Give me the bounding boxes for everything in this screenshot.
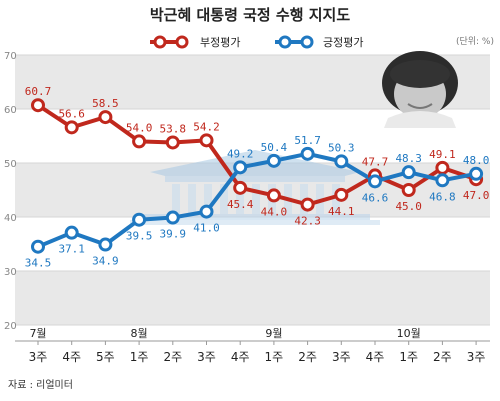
legend-label-approve: 긍정평가 bbox=[323, 36, 363, 49]
data-label: 56.6 bbox=[58, 107, 85, 120]
data-label: 44.1 bbox=[328, 205, 355, 218]
week-label: 3주 bbox=[197, 350, 216, 364]
data-label: 54.2 bbox=[193, 120, 220, 133]
y-tick-label: 50 bbox=[4, 159, 17, 170]
series-point bbox=[31, 239, 45, 254]
legend-marker-disapprove bbox=[175, 35, 189, 49]
week-label: 4주 bbox=[231, 350, 250, 364]
data-label: 44.0 bbox=[261, 205, 288, 218]
week-labels: 3주 4주 5주 1주 2주 3주 4주 1주 2주 3주 4주 1주 2주 3주 bbox=[15, 340, 490, 364]
grid-band bbox=[15, 271, 490, 325]
week-label: 2주 bbox=[433, 350, 452, 364]
y-tick-labels: 20 30 40 50 60 70 bbox=[4, 51, 17, 332]
series-point bbox=[132, 212, 147, 227]
series-point bbox=[64, 120, 79, 135]
y-tick-label: 60 bbox=[4, 105, 17, 116]
series-point bbox=[334, 187, 349, 202]
week-label: 4주 bbox=[366, 350, 385, 364]
series-point bbox=[266, 153, 281, 168]
series-point bbox=[334, 154, 349, 169]
series-point bbox=[368, 174, 382, 189]
data-label: 42.3 bbox=[294, 215, 321, 228]
series-point bbox=[233, 180, 248, 195]
legend-marker-disapprove bbox=[153, 35, 167, 49]
data-label: 47.7 bbox=[362, 155, 389, 168]
data-label: 53.8 bbox=[160, 122, 187, 135]
week-label: 1주 bbox=[399, 350, 418, 364]
data-label: 50.4 bbox=[261, 141, 288, 154]
data-label: 51.7 bbox=[294, 134, 321, 147]
series-point bbox=[435, 173, 450, 188]
week-label: 2주 bbox=[163, 350, 182, 364]
legend-marker-approve bbox=[300, 35, 314, 49]
data-label: 39.5 bbox=[126, 230, 153, 243]
data-label: 49.2 bbox=[227, 147, 254, 160]
series-point bbox=[233, 160, 248, 175]
data-label: 48.3 bbox=[395, 152, 422, 165]
series-point bbox=[98, 110, 113, 125]
series-point bbox=[401, 183, 416, 197]
month-label: 10월 bbox=[397, 327, 421, 340]
data-label: 47.0 bbox=[463, 189, 490, 202]
unit-label: (단위: %) bbox=[456, 36, 494, 47]
series-point bbox=[199, 133, 214, 148]
month-label: 8월 bbox=[131, 327, 148, 340]
legend-marker-approve bbox=[278, 35, 292, 49]
source-note: 자료 : 리얼미터 bbox=[8, 379, 73, 391]
president-portrait bbox=[382, 51, 458, 128]
series-layer: 60.7 56.6 58.5 54.0 53.8 54.2 45.4 44.0 42.3 44.1… bbox=[25, 85, 490, 269]
series-point bbox=[132, 134, 147, 149]
y-tick-label: 70 bbox=[4, 51, 17, 62]
series-point bbox=[64, 225, 79, 240]
data-label: 49.1 bbox=[429, 148, 456, 161]
week-label: 5주 bbox=[96, 350, 115, 364]
data-label: 41.0 bbox=[193, 222, 220, 235]
data-label: 45.0 bbox=[395, 200, 422, 213]
data-label: 46.8 bbox=[429, 190, 456, 203]
week-label: 3주 bbox=[332, 350, 351, 364]
data-label: 60.7 bbox=[25, 85, 52, 98]
week-label: 1주 bbox=[130, 350, 149, 364]
data-label: 39.9 bbox=[160, 228, 187, 241]
data-label: 48.0 bbox=[463, 154, 490, 167]
chart-title: 박근혜 대통령 국정 수행 지지도 bbox=[150, 6, 350, 24]
month-labels: 7월 8월 9월 10월 bbox=[29, 327, 420, 340]
month-label: 7월 bbox=[29, 327, 46, 340]
legend-label-disapprove: 부정평가 bbox=[200, 36, 240, 49]
week-label: 3주 bbox=[29, 350, 48, 364]
week-label: 4주 bbox=[62, 350, 81, 364]
series-point bbox=[300, 146, 315, 161]
week-label: 3주 bbox=[467, 350, 486, 364]
week-label: 1주 bbox=[265, 350, 284, 364]
week-label: 2주 bbox=[298, 350, 317, 364]
legend: 부정평가 긍정평가 bbox=[150, 35, 363, 49]
data-label: 37.1 bbox=[58, 243, 85, 256]
series-point bbox=[165, 210, 180, 225]
y-tick-label: 20 bbox=[4, 321, 17, 332]
month-label: 9월 bbox=[265, 327, 282, 340]
series-point bbox=[401, 165, 416, 180]
series-point bbox=[31, 98, 45, 113]
y-tick-label: 40 bbox=[4, 213, 17, 224]
series-point bbox=[98, 237, 113, 252]
data-label: 46.6 bbox=[362, 191, 389, 204]
data-label: 54.0 bbox=[126, 121, 153, 134]
data-label: 34.5 bbox=[25, 257, 52, 270]
y-tick-label: 30 bbox=[4, 267, 17, 278]
series-point bbox=[469, 166, 484, 181]
series-point bbox=[165, 135, 180, 150]
data-label: 50.3 bbox=[328, 141, 355, 154]
series-point bbox=[266, 188, 281, 203]
data-label: 34.9 bbox=[92, 255, 119, 268]
data-label: 45.4 bbox=[227, 198, 254, 211]
series-point bbox=[199, 204, 214, 219]
data-label: 58.5 bbox=[92, 97, 119, 110]
series-point bbox=[300, 197, 315, 212]
series-point bbox=[435, 160, 450, 175]
